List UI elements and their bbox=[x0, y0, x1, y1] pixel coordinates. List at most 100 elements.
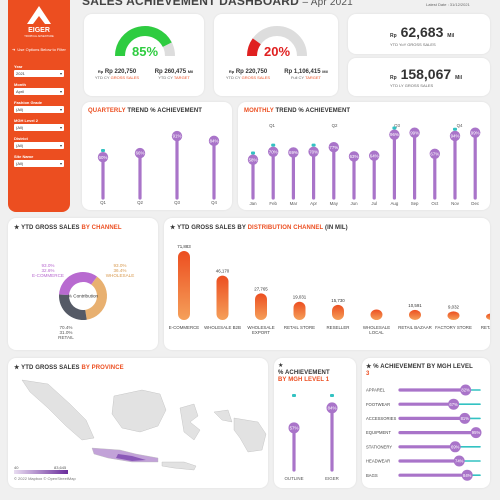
bar-category-label: FACTORY STORE bbox=[435, 325, 472, 330]
filter-label: District bbox=[14, 136, 28, 141]
category-label: OUTLINE bbox=[284, 476, 303, 481]
gauge-fill bbox=[115, 26, 172, 57]
filter-value: 2021 bbox=[16, 71, 25, 76]
map-java-highlight bbox=[116, 454, 146, 461]
lollipop-value-label: 82% bbox=[461, 388, 470, 393]
filter-select[interactable]: (All) ▾ bbox=[14, 142, 64, 149]
filter-value: April bbox=[16, 89, 25, 94]
lollipop-head bbox=[470, 427, 482, 439]
bar-category-label-line2: EXPORT bbox=[252, 330, 270, 335]
lollipop-value-label: 74% bbox=[455, 459, 464, 464]
indonesia-map[interactable]: 40 83,645 © 2022 Mapbox © OpenStreetMap bbox=[8, 374, 268, 488]
pie-label-share: 36.4% bbox=[113, 268, 126, 273]
category-label: Aug bbox=[390, 201, 398, 206]
bar-value-label: 10,591 bbox=[408, 303, 422, 308]
pie-slice bbox=[59, 272, 98, 296]
chevron-down-icon: ▾ bbox=[59, 107, 62, 112]
bar-category-label-line2: LOCAL bbox=[369, 330, 384, 335]
bar-category-label: RETAIL SH bbox=[481, 325, 490, 330]
lollipop-value-label: 70% bbox=[309, 149, 318, 154]
target-marker bbox=[271, 143, 276, 147]
lollipop-value-label: 67% bbox=[430, 151, 439, 156]
bar-category-label: RETAIL BAZAAR bbox=[398, 325, 432, 330]
category-label: EIGER bbox=[325, 476, 339, 481]
lollipop-value-label: 99% bbox=[471, 130, 480, 135]
ytd-cy-gross-sales-value-2: Rp 220,750 bbox=[235, 69, 268, 75]
lollipop-value-label: 67% bbox=[449, 402, 458, 407]
channel-chart: % Contribution93.0%32.6%E-COMMERCE93.0%3… bbox=[32, 263, 134, 340]
category-label: EQUIPMENT bbox=[366, 430, 391, 435]
bar-category-label: WHOLESALE bbox=[247, 325, 274, 330]
bar-value-label: 19,031 bbox=[293, 295, 307, 300]
filter-label: Year bbox=[14, 64, 23, 69]
mgh3-title: ★ % ACHIEVEMENT BY MGH LEVEL 3 bbox=[366, 364, 473, 377]
lollipop-value-label: 70% bbox=[269, 149, 278, 154]
category-label: Mar bbox=[290, 201, 298, 206]
kpi-left-2: Rp Rp 220,750 YTD CY GROSS SALES bbox=[225, 69, 271, 80]
full-cy-target-value: Rp 1,106,415 bbox=[284, 69, 321, 75]
filter-label: MGH Level 2 bbox=[14, 118, 39, 123]
filter-value: (All) bbox=[16, 107, 24, 112]
target-marker bbox=[453, 127, 457, 131]
map-legend-min: 40 bbox=[14, 465, 19, 470]
filter-select[interactable]: (All) ▾ bbox=[14, 160, 64, 167]
quarterly-trend-card: QUARTERLY TREND % ACHIEVEMENT 60% Q1 66% Q2… bbox=[82, 102, 232, 210]
filter-mgh-level-2: MGH Level 2 (All) ▾ bbox=[14, 118, 64, 131]
map-credit: © 2022 Mapbox © OpenStreetMap bbox=[14, 476, 76, 481]
filter-select[interactable]: April ▾ bbox=[14, 88, 64, 95]
mgh1-chart: 57% OUTLINE 84% EIGER bbox=[284, 394, 339, 481]
map-sulawesi bbox=[179, 403, 201, 441]
lollipop-head bbox=[389, 129, 400, 140]
category-label: Sep bbox=[411, 201, 419, 206]
lollipop-head bbox=[208, 135, 220, 147]
page-title: SALES ACHIEVEMENT DASHBOARD – Apr 2021 bbox=[82, 0, 353, 8]
pie-label-category: RETAIL bbox=[58, 335, 74, 340]
star-icon: ★ bbox=[278, 363, 284, 369]
filter-label: Site Name bbox=[14, 154, 34, 159]
category-label: Nov bbox=[451, 201, 460, 206]
category-label: Dec bbox=[471, 201, 480, 206]
filter-label: Month bbox=[14, 82, 26, 87]
ly-value: 158,067 bbox=[400, 66, 452, 82]
ytd-cy-gross-sales-value: Rp 220,750 bbox=[104, 69, 137, 75]
lollipop-value-label: 96% bbox=[390, 132, 399, 137]
lollipop-value-label: 84% bbox=[210, 138, 219, 143]
lollipop-value-label: 84% bbox=[463, 473, 472, 478]
lollipop-value-label: 66% bbox=[136, 151, 145, 156]
filter-value: (All) bbox=[16, 143, 24, 148]
lollipop-value-label: 94% bbox=[451, 134, 460, 139]
lollipop-value-label: 84% bbox=[328, 405, 337, 410]
lollipop-head bbox=[288, 422, 300, 434]
distribution-card: ★ YTD GROSS SALES BY DISTRIBUTION CHANNE… bbox=[164, 218, 490, 350]
filter-select[interactable]: (All) ▾ bbox=[14, 106, 64, 113]
lollipop-head bbox=[470, 127, 481, 138]
distribution-bar bbox=[216, 275, 229, 320]
filter-select[interactable]: 2021 ▾ bbox=[14, 70, 64, 77]
map-legend-max: 83,645 bbox=[54, 465, 67, 470]
category-label: Jul bbox=[371, 201, 377, 206]
chevron-down-icon: ▾ bbox=[59, 71, 62, 76]
category-label: ACCESSORIES bbox=[366, 416, 396, 421]
province-title: ★ YTD GROSS SALES BY PROVINCE bbox=[14, 365, 124, 371]
quarterly-title: QUARTERLY TREND % ACHIEVEMENT bbox=[88, 108, 203, 114]
map-kalimantan bbox=[111, 389, 167, 433]
gauge-full-target-pct: 20% bbox=[264, 44, 290, 59]
bar-category-label: WHOLESALE B2B bbox=[204, 325, 241, 330]
target-marker bbox=[251, 151, 255, 155]
ytd-cy-target-value: Rp 260,475 bbox=[154, 69, 187, 75]
lollipop-value-label: 69% bbox=[451, 444, 460, 449]
category-label: APPAREL bbox=[366, 388, 386, 393]
filter-select[interactable]: (All) ▾ bbox=[14, 124, 64, 131]
category-label: Q1 bbox=[100, 200, 106, 205]
chevron-down-icon: ▾ bbox=[59, 161, 62, 166]
gauge-ytd-target-pct: 85% bbox=[132, 44, 158, 59]
lollipop-head bbox=[326, 402, 338, 414]
filter-note-text: Use Options Below to Filter bbox=[17, 47, 66, 52]
channel-card: ★ YTD GROSS SALES BY CHANNEL % Contribut… bbox=[8, 218, 158, 350]
category-label: Jun bbox=[350, 201, 358, 206]
filter-note: ➜ Use Options Below to Filter bbox=[12, 47, 68, 52]
map-sumatra bbox=[21, 379, 95, 441]
lollipop-value-label: 77% bbox=[329, 145, 338, 150]
lollipop-head bbox=[268, 146, 279, 157]
lollipop-head bbox=[348, 151, 360, 162]
